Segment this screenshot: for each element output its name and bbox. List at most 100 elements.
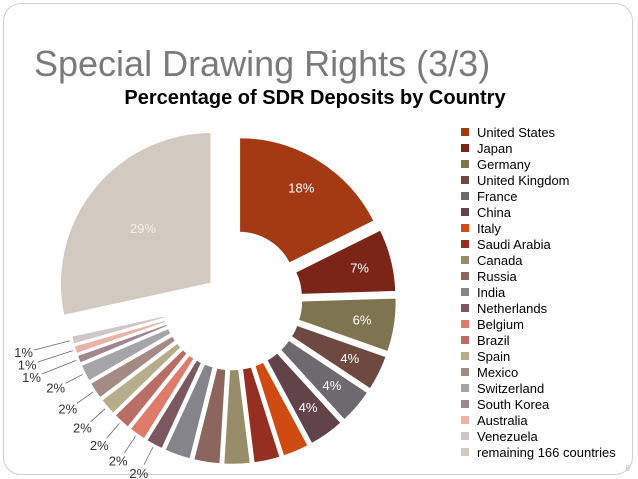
legend-label: India xyxy=(477,284,506,300)
data-label-spain: 2% xyxy=(73,421,92,436)
legend-label: China xyxy=(477,204,511,220)
legend-item-mexico: Mexico xyxy=(461,364,616,380)
pie-slice-italy xyxy=(252,360,311,459)
leader-line-spain xyxy=(90,408,106,422)
data-label-belgium: 2% xyxy=(109,453,128,468)
data-label-united-states: 18% xyxy=(288,181,314,196)
leader-line-belgium xyxy=(124,436,136,453)
pie-slice-united-kingdom xyxy=(289,323,389,392)
pie-slice-netherlands xyxy=(144,357,204,451)
pie-slice-france xyxy=(278,338,370,423)
leader-line-australia xyxy=(37,350,73,363)
legend-label: Canada xyxy=(477,252,523,268)
legend-item-japan: Japan xyxy=(461,140,616,156)
legend-swatch xyxy=(461,416,469,424)
legend-label: Brazil xyxy=(477,332,510,348)
legend-swatch xyxy=(461,288,469,296)
legend-swatch xyxy=(461,320,469,328)
legend-label: Russia xyxy=(477,268,517,284)
legend-swatch xyxy=(461,400,469,408)
legend-item-united-states: United States xyxy=(461,124,616,140)
leader-line-switzerland xyxy=(65,374,83,384)
legend-label: Japan xyxy=(477,140,513,156)
slide-title: Special Drawing Rights (3/3) xyxy=(34,43,491,84)
legend-label: South Korea xyxy=(477,396,550,412)
legend-item-italy: Italy xyxy=(461,220,616,236)
pie-slice-india xyxy=(162,361,216,461)
legend-item-germany: Germany xyxy=(461,156,616,172)
chart-title: Percentage of SDR Deposits by Country xyxy=(124,87,506,109)
legend-item-belgium: Belgium xyxy=(461,316,616,332)
legend-swatch xyxy=(461,208,469,216)
legend-item-remaining-166-countries: remaining 166 countries xyxy=(461,444,616,460)
legend-swatch xyxy=(461,272,469,280)
pie-slice-mexico xyxy=(88,333,178,401)
legend-swatch xyxy=(461,304,469,312)
legend-label: remaining 166 countries xyxy=(477,444,616,460)
chart-legend: United States Japan Germany United Kingdom F… xyxy=(461,124,616,460)
data-label-china: 4% xyxy=(299,400,318,415)
legend-label: Spain xyxy=(477,348,511,364)
legend-label: Belgium xyxy=(477,316,524,332)
legend-label: Germany xyxy=(477,156,531,172)
pie-slice-germany xyxy=(296,296,399,354)
legend-label: United Kingdom xyxy=(477,172,570,188)
pie-slice-venezuela xyxy=(69,313,167,347)
legend-label: Venezuela xyxy=(477,428,538,444)
data-label-netherlands: 2% xyxy=(129,466,148,479)
legend-item-russia: Russia xyxy=(461,268,616,284)
legend-item-south-korea: South Korea xyxy=(461,396,616,412)
data-label-australia: 1% xyxy=(18,358,37,373)
pie-slice-united-states xyxy=(237,135,377,266)
pie-slice-japan xyxy=(293,227,398,297)
data-label-south-korea: 1% xyxy=(22,370,41,385)
pie-slice-saudi-arabia xyxy=(240,364,283,465)
legend-label: Italy xyxy=(477,220,501,236)
legend-swatch xyxy=(461,336,469,344)
legend-item-switzerland: Switzerland xyxy=(461,380,616,396)
data-label-france: 4% xyxy=(323,378,342,393)
legend-item-france: France xyxy=(461,188,616,204)
pie-slice-belgium xyxy=(127,352,197,442)
legend-swatch xyxy=(461,432,469,440)
data-label-switzerland: 2% xyxy=(46,380,65,395)
pie-slice-brazil xyxy=(112,347,190,430)
legend-item-brazil: Brazil xyxy=(461,332,616,348)
legend-item-canada: Canada xyxy=(461,252,616,268)
legend-item-india: India xyxy=(461,284,616,300)
legend-label: Netherlands xyxy=(477,300,548,316)
page-number: 8 xyxy=(625,464,630,473)
legend-swatch xyxy=(461,384,469,392)
data-label-japan: 7% xyxy=(350,260,369,275)
legend-item-china: China xyxy=(461,204,616,220)
data-label-remaining-166-countries: 29% xyxy=(130,221,156,236)
data-label-mexico: 2% xyxy=(58,401,77,416)
pie-slice-china xyxy=(264,350,344,446)
legend-label: United States xyxy=(477,124,556,140)
legend-swatch xyxy=(461,448,469,456)
pie-slice-russia xyxy=(191,365,228,466)
pie-slice-remaining-166-countries xyxy=(58,130,213,318)
legend-label: Switzerland xyxy=(477,380,545,396)
legend-item-venezuela: Venezuela xyxy=(461,428,616,444)
legend-swatch xyxy=(461,128,469,136)
leader-line-venezuela xyxy=(34,340,71,351)
legend-label: France xyxy=(477,188,518,204)
data-label-germany: 6% xyxy=(353,313,372,328)
legend-item-netherlands: Netherlands xyxy=(461,300,616,316)
pie-slice-canada xyxy=(221,367,253,467)
legend-item-saudi-arabia: Saudi Arabia xyxy=(461,236,616,252)
legend-swatch xyxy=(461,368,469,376)
pie-slice-spain xyxy=(99,340,184,416)
leader-line-south-korea xyxy=(41,359,77,375)
legend-swatch xyxy=(461,352,469,360)
legend-swatch xyxy=(461,160,469,168)
legend-label: Mexico xyxy=(477,364,519,380)
data-label-venezuela: 1% xyxy=(14,345,33,360)
legend-swatch xyxy=(461,224,469,232)
legend-item-united-kingdom: United Kingdom xyxy=(461,172,616,188)
data-label-brazil: 2% xyxy=(90,438,109,453)
legend-label: Saudi Arabia xyxy=(477,236,551,252)
legend-swatch xyxy=(461,240,469,248)
